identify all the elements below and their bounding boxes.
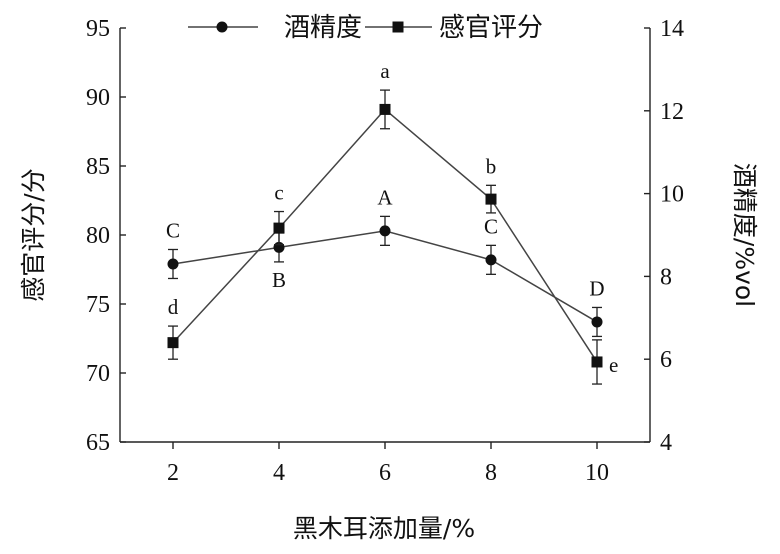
data-point [167, 258, 179, 270]
right-y-tick-label: 10 [660, 182, 684, 208]
significance-label: C [166, 218, 180, 242]
x-tick-label: 2 [167, 460, 179, 486]
left-y-tick-label: 65 [86, 430, 110, 456]
significance-label: c [274, 181, 283, 205]
x-tick-label: 8 [485, 460, 497, 486]
right-y-tick-label: 14 [660, 16, 684, 42]
legend-label: 感官评分 [439, 13, 543, 43]
data-point [485, 193, 497, 205]
legend-item-2: 感官评分 [365, 13, 543, 43]
left-y-tick-label: 85 [86, 154, 110, 180]
significance-label: b [486, 154, 497, 178]
data-point [273, 222, 285, 234]
x-tick-label: 6 [379, 460, 391, 486]
data-point [379, 103, 391, 115]
data-point [167, 337, 179, 349]
data-point [591, 316, 603, 328]
legend-marker [392, 21, 404, 33]
data-point [485, 254, 497, 266]
significance-label: a [380, 59, 390, 83]
significance-label: D [589, 276, 604, 300]
right-y-tick-label: 8 [660, 264, 672, 290]
significance-label: e [609, 353, 618, 377]
right-y-axis-title: 酒精度/%vol [730, 163, 759, 307]
significance-label: A [377, 185, 393, 209]
right-y-tick-label: 6 [660, 347, 672, 373]
x-tick-label: 4 [273, 460, 285, 486]
significance-label: C [484, 214, 498, 238]
series-2: d c a b e [167, 59, 618, 385]
data-point [591, 356, 603, 368]
left-y-tick-label: 80 [86, 223, 110, 249]
data-point [379, 225, 391, 237]
x-tick-label: 10 [585, 460, 609, 486]
left-y-tick-label: 90 [86, 85, 110, 111]
legend: 酒精度 感官评分 [188, 13, 543, 43]
series-1: C B A C D [166, 185, 605, 338]
significance-label: d [168, 295, 179, 319]
legend-label: 酒精度 [284, 13, 362, 43]
left-y-axis-title: 感官评分/分 [19, 168, 48, 301]
legend-marker [216, 21, 228, 33]
left-y-tick-label: 75 [86, 292, 110, 318]
x-axis-title: 黑木耳添加量/% [293, 514, 475, 543]
legend-item-1: 酒精度 [188, 13, 362, 43]
significance-label: B [272, 268, 286, 292]
axes: 65 70 75 80 85 90 95 4 6 8 10 12 14 2 4 6 8 10 [86, 16, 684, 486]
series-layer: C B A C Dd c a b e [166, 59, 618, 385]
right-y-tick-label: 4 [660, 430, 672, 456]
left-y-tick-label: 95 [86, 16, 110, 42]
left-y-tick-label: 70 [86, 361, 110, 387]
right-y-tick-label: 12 [660, 99, 684, 125]
